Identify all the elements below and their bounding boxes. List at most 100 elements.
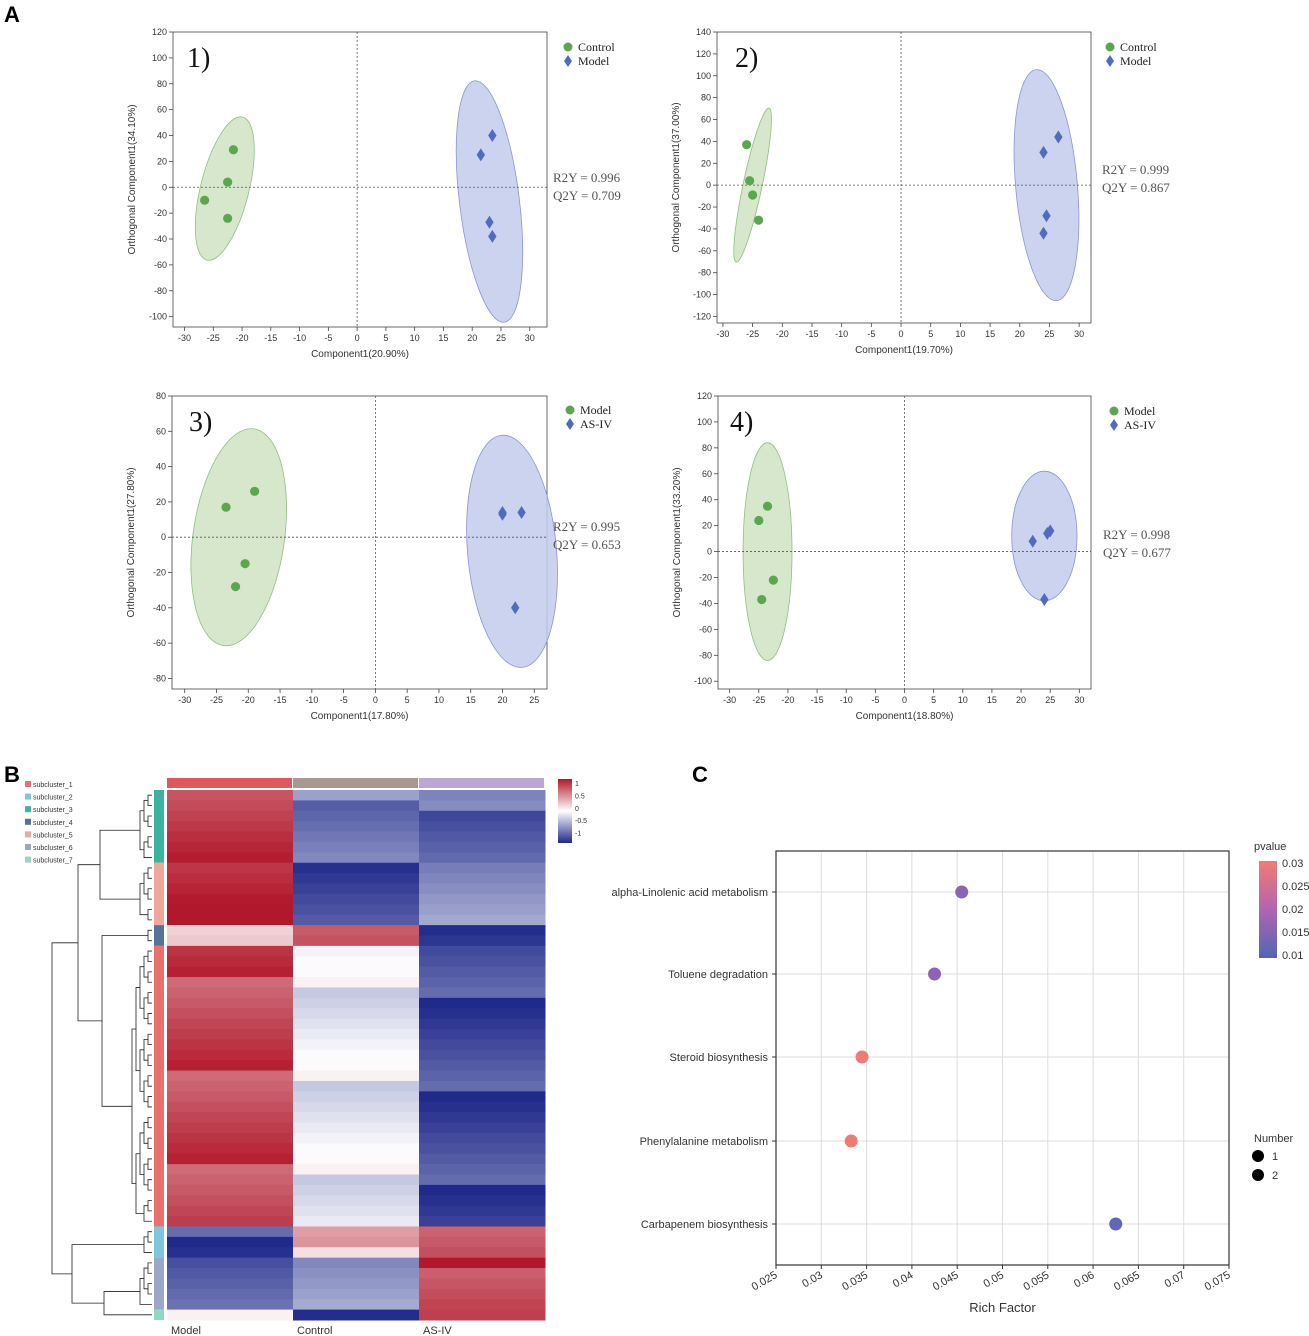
y-tick-label: 60	[157, 105, 167, 115]
heatmap-cell	[293, 1122, 420, 1134]
heatmap-cell	[167, 1018, 294, 1030]
x-tick-label: 25	[529, 695, 539, 705]
x-tick-label: 0	[373, 695, 378, 705]
x-tick-label: 0.055	[1021, 1269, 1051, 1293]
data-point-control	[748, 190, 758, 200]
heatmap-cell	[419, 1080, 546, 1092]
plot-number: 2)	[735, 43, 758, 74]
y-tick-label: -40	[698, 224, 711, 234]
pathway-label: Steroid biosynthesis	[670, 1052, 769, 1064]
heatmap-column-label: Control	[297, 1325, 332, 1336]
dendrogram-branch	[71, 1244, 144, 1304]
heatmap-cell	[293, 925, 420, 936]
x-tick-label: 30	[525, 333, 535, 343]
y-tick-label: 40	[156, 462, 166, 472]
heatmap-cell	[419, 1299, 546, 1311]
heatmap-cell	[419, 977, 546, 988]
x-tick-label: -20	[781, 695, 794, 705]
heatmap-cell	[419, 1184, 546, 1196]
heatmap-cell	[167, 935, 294, 947]
y-tick-label: 20	[702, 521, 712, 531]
heatmap-cell	[293, 1195, 420, 1207]
data-point-model	[250, 486, 260, 496]
x-tick-label: -15	[274, 695, 287, 705]
heatmap-cell	[419, 873, 546, 885]
y-tick-label: 60	[701, 115, 711, 125]
r2y-value: R2Y = 0.998	[1103, 527, 1170, 542]
heatmap-cell	[167, 1080, 294, 1092]
x-axis-label: Component1(20.90%)	[311, 349, 409, 360]
heatmap-cell	[167, 1091, 294, 1103]
x-tick-label: -30	[178, 333, 191, 343]
heatmap-cell	[293, 1018, 420, 1030]
pvalue-legend-tick: 0.025	[1282, 881, 1309, 893]
y-tick-label: -20	[153, 568, 166, 578]
dendrogram-branch	[147, 1283, 152, 1295]
heatmap-cell	[293, 1216, 420, 1227]
pvalue-legend-tick: 0.015	[1282, 927, 1309, 939]
y-tick-label: 80	[157, 79, 167, 89]
dendrogram-branch	[103, 1291, 152, 1316]
heatmap-cell	[419, 1112, 546, 1124]
enrichment-bubble	[955, 885, 969, 899]
data-point-model	[768, 575, 778, 585]
y-tick-label: 60	[156, 426, 166, 436]
opls-da-plot-4: -30 -25 -20 -15 -10 -5 0 5 10 15 20 25 30 -100 -80 -60 -…	[672, 391, 1171, 722]
dendrogram-branch	[51, 942, 78, 1275]
dendrogram-branch	[143, 1267, 148, 1290]
y-tick-label: -20	[698, 202, 711, 212]
dendrogram-branch	[139, 966, 144, 1009]
heatmap-cell	[167, 1029, 294, 1040]
heatmap-cell	[419, 831, 546, 843]
x-tick-label: -25	[210, 695, 223, 705]
heatmap-cell	[419, 800, 546, 812]
x-tick-label: 10	[434, 695, 444, 705]
heatmap-cell	[167, 1205, 294, 1217]
subcluster-legend-label: subcluster_1	[33, 782, 73, 789]
heatmap-cell	[293, 1080, 420, 1092]
y-tick-label: -40	[699, 598, 712, 608]
opls-da-plot-3: -30 -25 -20 -15 -10 -5 0 5 10 15 20 25 -80 -60 -40 -20 0…	[126, 391, 621, 722]
data-point-model	[230, 582, 241, 592]
dendrogram-branch	[147, 1262, 152, 1274]
heatmap-cell	[293, 1236, 420, 1248]
y-tick-label: -40	[153, 603, 166, 613]
x-tick-label: -20	[242, 695, 255, 705]
dendrogram-branch	[147, 815, 152, 827]
x-axis-label: Component1(18.80%)	[856, 711, 954, 722]
y-tick-label: 20	[156, 497, 166, 507]
x-tick-label: 20	[467, 333, 477, 343]
heatmap-cell	[167, 1309, 294, 1321]
legend-label: Control	[1120, 40, 1157, 54]
heatmap-cell	[293, 1008, 420, 1020]
dendrogram-branch	[143, 1080, 148, 1103]
heatmap-cell	[419, 1122, 546, 1134]
color-scale-tick: 1	[575, 781, 579, 788]
heatmap-cell	[293, 904, 420, 916]
plot-number: 4)	[730, 407, 753, 438]
heatmap-cell	[419, 1257, 546, 1269]
legend-marker-as-iv	[1110, 419, 1118, 431]
subcluster-legend-label: subcluster_3	[33, 807, 73, 814]
legend-marker-model	[565, 405, 575, 415]
heatmap-cell	[293, 810, 420, 822]
dendrogram-branch	[147, 888, 152, 900]
data-point-model	[221, 502, 231, 512]
heatmap-cell	[419, 1174, 546, 1186]
subcluster-legend-swatch	[25, 806, 31, 813]
subcluster-legend-swatch	[25, 793, 31, 800]
heatmap-column-label: Model	[171, 1325, 201, 1336]
x-tick-label: -10	[305, 695, 318, 705]
dendrogram-branch	[135, 987, 140, 1071]
x-tick-label: -10	[835, 329, 848, 339]
confidence-ellipse-control	[194, 116, 255, 261]
y-tick-label: -60	[698, 246, 711, 256]
heatmap-cell	[293, 873, 420, 885]
x-tick-label: 0.065	[1112, 1269, 1142, 1293]
heatmap-cell	[167, 1070, 294, 1082]
heatmap-cell	[419, 810, 546, 822]
heatmap-cell	[167, 821, 294, 833]
enrichment-bubble	[928, 967, 942, 981]
x-tick-label: 0.025	[750, 1269, 780, 1293]
x-axis-label: Component1(19.70%)	[855, 345, 953, 356]
